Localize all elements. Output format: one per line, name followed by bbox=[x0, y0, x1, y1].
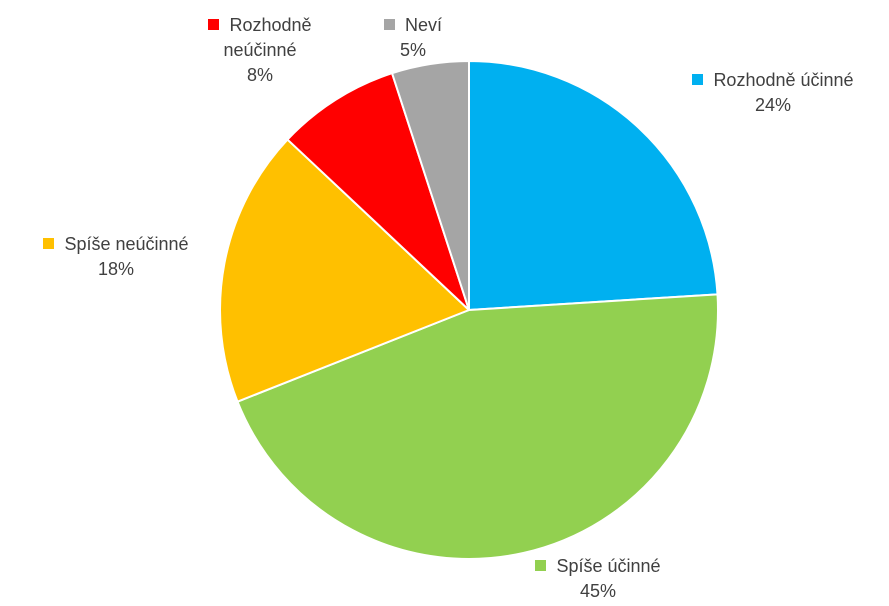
label-spise-ucinne: Spíše účinné 45% bbox=[498, 554, 698, 604]
label-rozhodne-neucinne: Rozhodně neúčinné 8% bbox=[180, 13, 340, 88]
swatch-spise-neucinne bbox=[43, 238, 55, 249]
pie-slice-nevi bbox=[391, 60, 470, 311]
label-value-rozhodne-neucinne: 8% bbox=[246, 65, 273, 85]
label-text-rozhodne-neucinne: Rozhodně neúčinné bbox=[223, 15, 312, 60]
pie-slice-spise-ucinne bbox=[236, 293, 719, 560]
label-text-spise-neucinne: Spíše neúčinné bbox=[64, 234, 189, 254]
label-nevi: Neví 5% bbox=[368, 13, 458, 63]
label-value-spise-ucinne: 45% bbox=[579, 581, 617, 601]
pie-slice-spise-neucinne bbox=[219, 138, 470, 403]
pie-slice-rozhodne-ucinne bbox=[468, 60, 719, 311]
label-text-spise-ucinne: Spíše účinné bbox=[556, 556, 661, 576]
label-text-nevi: Neví bbox=[404, 15, 442, 35]
swatch-rozhodne-ucinne bbox=[692, 74, 704, 85]
swatch-spise-ucinne bbox=[535, 560, 547, 571]
pie-slice-rozhodne-neucinne bbox=[286, 72, 470, 311]
swatch-rozhodne-neucinne bbox=[208, 19, 220, 30]
label-text-rozhodne-ucinne: Rozhodně účinné bbox=[713, 70, 854, 90]
swatch-nevi bbox=[383, 19, 395, 30]
label-rozhodne-ucinne: Rozhodně účinné 24% bbox=[668, 68, 878, 118]
label-value-rozhodne-ucinne: 24% bbox=[754, 95, 792, 115]
label-value-nevi: 5% bbox=[399, 40, 426, 60]
label-value-spise-neucinne: 18% bbox=[97, 259, 135, 279]
label-spise-neucinne: Spíše neúčinné 18% bbox=[6, 232, 226, 282]
